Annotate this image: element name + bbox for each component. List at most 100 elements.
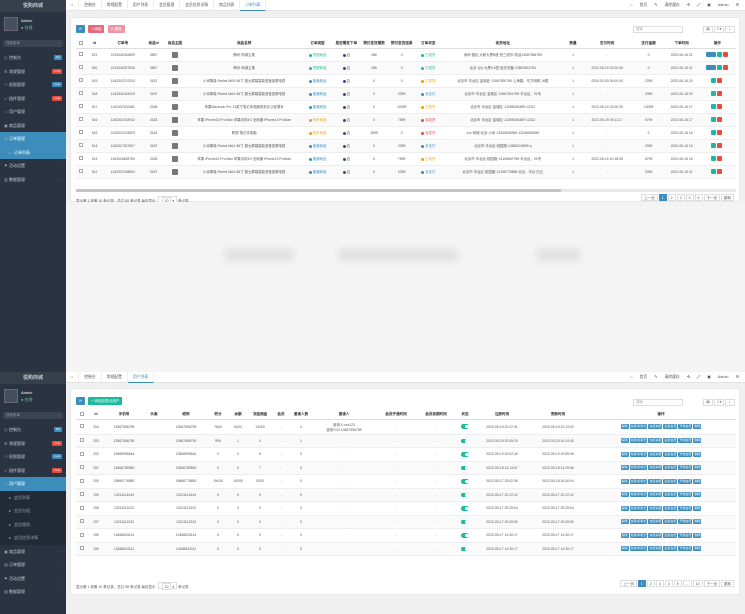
action-button[interactable]: 编辑 <box>620 546 629 552</box>
action-button[interactable]: 开通会员 <box>678 505 693 511</box>
column-header[interactable]: 状态 <box>456 410 474 420</box>
column-header[interactable] <box>76 410 88 420</box>
column-header[interactable]: 数量 <box>564 39 582 49</box>
action-button[interactable]: 设置会员 <box>663 438 678 444</box>
row-checkbox[interactable] <box>80 451 84 456</box>
row-checkbox[interactable] <box>79 117 84 121</box>
sidebar-item[interactable]: ⚇权限管理 new <box>0 78 66 92</box>
row-checkbox[interactable] <box>79 65 84 69</box>
action-button[interactable]: 充值余额 <box>648 519 663 525</box>
delete-icon[interactable] <box>717 130 723 135</box>
home-tab-icon[interactable]: ⌂ <box>66 372 80 383</box>
action-button[interactable]: 编辑 <box>620 492 629 498</box>
action-button[interactable]: 开通会员 <box>678 424 693 429</box>
page-button[interactable]: 2 <box>646 580 655 587</box>
column-header[interactable]: 商品名称 <box>185 39 303 49</box>
row-checkbox[interactable] <box>80 532 84 537</box>
row-checkbox[interactable] <box>79 130 84 134</box>
action-button[interactable]: 开通会员 <box>678 519 693 525</box>
column-header[interactable]: 邀请人数 <box>290 410 312 420</box>
tab-item[interactable]: 常规配置 <box>102 372 128 383</box>
admin-avatar[interactable]: ▣ Admin <box>707 375 729 379</box>
column-header[interactable]: 冻结佣金 <box>248 410 272 420</box>
tab-item[interactable]: 订单列表 <box>240 0 267 11</box>
page-size-select[interactable]: 10 ▾ <box>157 582 178 590</box>
column-header[interactable]: 支付金额 <box>632 39 665 49</box>
column-header[interactable]: 会员 <box>272 410 290 420</box>
tab-item[interactable]: 控制台 <box>79 372 102 383</box>
page-button[interactable]: 3 <box>655 580 664 587</box>
row-checkbox[interactable] <box>80 478 84 483</box>
export-icon[interactable]: ⇩▾ <box>714 26 724 33</box>
sidebar-item[interactable]: ⚇权限管理 new <box>0 450 66 464</box>
edit-icon[interactable] <box>711 130 717 135</box>
product-thumbnail[interactable] <box>171 142 178 149</box>
sidebar-item[interactable]: ⚑活动设置 ‹ <box>0 159 66 173</box>
sidebar-item[interactable]: ➶ 插件管理 new <box>0 92 66 106</box>
row-checkbox[interactable] <box>79 143 84 147</box>
column-header[interactable]: 预付发货期限 <box>360 39 388 49</box>
action-button[interactable]: 充值/扣积分 <box>629 532 648 538</box>
row-checkbox[interactable] <box>80 546 84 551</box>
menu-search-input[interactable]: 搜索菜单 ⌕ <box>3 412 63 419</box>
column-header[interactable]: 头像 <box>144 410 164 420</box>
export-icon[interactable]: ⇩▾ <box>714 399 724 406</box>
product-thumbnail[interactable] <box>171 103 178 110</box>
sidebar-item[interactable]: ⚑活动设置 ‹ <box>0 572 66 586</box>
action-button[interactable]: 删除 <box>693 451 702 457</box>
columns-icon[interactable]: ▤ <box>703 399 713 406</box>
select-all-checkbox[interactable] <box>79 40 84 45</box>
row-checkbox[interactable] <box>79 104 84 108</box>
edit-icon[interactable] <box>716 65 722 70</box>
product-thumbnail[interactable] <box>171 51 178 58</box>
table-search-input[interactable]: 搜索 <box>633 399 683 406</box>
edit-icon[interactable] <box>716 52 722 57</box>
row-checkbox[interactable] <box>79 169 84 173</box>
page-button[interactable]: 5 <box>673 580 682 587</box>
status-toggle[interactable] <box>461 465 469 470</box>
action-button[interactable]: 充值/扣积分 <box>629 451 648 457</box>
page-button[interactable]: 下一页 <box>703 194 720 201</box>
delete-icon[interactable] <box>722 65 728 70</box>
edit-icon[interactable] <box>711 117 717 122</box>
action-button[interactable]: 编辑 <box>620 465 629 471</box>
page-button[interactable]: 5 <box>694 194 703 201</box>
sidebar-item[interactable]: ⚙常规管理 new <box>0 437 66 451</box>
search-toggle-icon[interactable]: ⌕ <box>725 399 735 406</box>
action-button[interactable]: 删除 <box>693 505 702 511</box>
search-toggle-icon[interactable]: ⌕ <box>725 26 735 33</box>
select-all-checkbox[interactable] <box>80 411 84 416</box>
horizontal-scrollbar[interactable] <box>76 189 736 192</box>
sidebar-item[interactable]: ▤订单管理 ‹ <box>0 132 66 146</box>
column-header[interactable]: 收货地址 <box>441 39 565 49</box>
action-button[interactable]: 开通会员 <box>678 546 693 552</box>
action-button[interactable]: 充值余额 <box>648 546 663 552</box>
row-checkbox[interactable] <box>80 465 84 470</box>
row-checkbox[interactable] <box>80 438 84 443</box>
page-button[interactable]: 10 <box>692 580 703 587</box>
row-checkbox[interactable] <box>80 519 84 524</box>
fullscreen-icon[interactable]: ⤢ <box>697 3 701 7</box>
action-button[interactable]: 充值余额 <box>648 492 663 498</box>
action-button[interactable]: 充值/扣积分 <box>629 465 648 471</box>
menu-search-input[interactable]: 搜索菜单 ⌕ <box>3 40 63 47</box>
add-button[interactable]: + 添加 <box>88 25 105 33</box>
edit-icon[interactable] <box>711 169 717 174</box>
edit-icon[interactable] <box>711 91 717 96</box>
sidebar-item[interactable]: ▤订单管理 ‹ <box>0 558 66 572</box>
column-header[interactable]: 订单号 <box>102 39 144 49</box>
action-button[interactable]: 设置会员 <box>663 451 678 457</box>
sidebar-item[interactable]: ▣商品管理 ‹ <box>0 545 66 559</box>
edit-icon[interactable] <box>711 143 717 148</box>
status-toggle[interactable] <box>461 506 469 511</box>
sidebar-item[interactable]: ➶ 插件管理 new <box>0 464 66 478</box>
action-button[interactable]: 编辑 <box>620 451 629 457</box>
action-button[interactable]: 开通会员 <box>678 492 693 498</box>
status-toggle[interactable] <box>461 438 469 443</box>
delete-icon[interactable] <box>717 91 723 96</box>
columns-icon[interactable]: ▤ <box>703 26 713 33</box>
refresh-button[interactable]: ⟳ <box>76 397 86 405</box>
sidebar-item[interactable]: ☺用户管理 ‹ <box>0 477 66 491</box>
delete-button[interactable]: ✕ 删除 <box>107 25 125 33</box>
action-button[interactable]: 编辑 <box>620 532 629 538</box>
